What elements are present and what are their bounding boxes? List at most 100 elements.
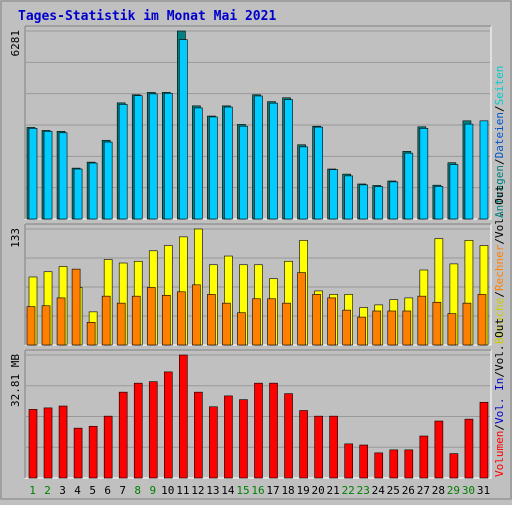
legend-entry: Seiten [493, 66, 506, 106]
bar-volumen-day-15 [239, 400, 247, 478]
x-tick-label-day-14: 14 [221, 484, 235, 497]
bar-volumen-day-27 [420, 436, 428, 478]
bar-dateien-day-27 [420, 128, 428, 219]
bar-dateien-day-20 [315, 127, 323, 219]
bar-volumen-day-8 [134, 383, 142, 478]
bar-dateien-day-1 [29, 128, 37, 219]
bar-rechner-day-14 [222, 303, 230, 345]
bar-volumen-day-28 [435, 421, 443, 478]
x-tick-label-day-27: 27 [417, 484, 430, 497]
x-tick-label-day-6: 6 [104, 484, 111, 497]
bar-dateien-day-22 [345, 176, 353, 219]
bar-volumen-day-18 [285, 394, 293, 478]
x-tick-label-day-8: 8 [134, 484, 141, 497]
bar-rechner-day-25 [388, 311, 396, 345]
bar-volumen-day-3 [59, 406, 67, 478]
bar-volumen-day-24 [375, 453, 383, 478]
bar-dateien-day-25 [390, 182, 398, 219]
bar-volumen-day-2 [44, 408, 52, 478]
legend-entry: / [493, 105, 506, 112]
legend-entry: Vol. Out [493, 318, 506, 371]
legend-entry: / [493, 238, 506, 245]
x-tick-label-day-18: 18 [281, 484, 294, 497]
x-tick-label-day-3: 3 [59, 484, 66, 497]
panel-1-max-label: 6281 [9, 30, 22, 57]
bar-rechner-day-17 [268, 299, 276, 345]
bar-volumen-day-25 [390, 450, 398, 478]
bar-dateien-day-9 [149, 94, 157, 219]
bar-rechner-day-20 [313, 294, 321, 345]
bar-volumen-day-26 [405, 450, 413, 478]
bar-volumen-day-20 [315, 416, 323, 478]
bar-dateien-day-13 [209, 117, 217, 219]
x-tick-label-day-29: 29 [447, 484, 460, 497]
bar-volumen-day-1 [29, 409, 37, 478]
bar-rechner-day-1 [27, 307, 35, 345]
bar-dateien-day-6 [104, 142, 112, 219]
bar-rechner-day-4 [72, 269, 80, 345]
x-tick-label-day-11: 11 [176, 484, 189, 497]
x-tick-label-day-31: 31 [477, 484, 490, 497]
x-tick-label-day-10: 10 [161, 484, 174, 497]
legend-entry: Vol. In [493, 378, 506, 424]
legend-entry: Dateien [493, 112, 506, 158]
legend-entry: / [493, 424, 506, 431]
bar-rechner-day-15 [237, 313, 245, 345]
x-tick-label-day-15: 15 [236, 484, 249, 497]
bar-rechner-day-30 [463, 303, 471, 345]
bar-volumen-day-6 [104, 416, 112, 478]
bar-dateien-day-19 [300, 147, 308, 219]
legend-entry: Volumen [493, 431, 506, 477]
bar-dateien-day-28 [435, 186, 443, 219]
bar-rechner-day-3 [57, 298, 65, 345]
legend-entry: / [493, 371, 506, 378]
bar-dateien-day-30 [465, 124, 473, 219]
x-tick-label-day-13: 13 [206, 484, 219, 497]
bar-rechner-day-6 [102, 296, 110, 345]
bar-volumen-day-7 [119, 392, 127, 478]
x-tick-label-day-26: 26 [402, 484, 415, 497]
bar-volumen-day-19 [300, 411, 308, 478]
x-tick-label-day-22: 22 [342, 484, 355, 497]
legend-entry: / [493, 291, 506, 298]
panel-3-max-label: 32.81 MB [9, 354, 22, 407]
bar-volumen-day-23 [360, 445, 368, 478]
bar-volumen-day-9 [149, 382, 157, 478]
bar-rechner-day-19 [298, 273, 306, 345]
bar-rechner-day-22 [343, 310, 351, 345]
bar-dateien-day-29 [450, 165, 458, 219]
x-tick-label-day-21: 21 [327, 484, 340, 497]
bar-volumen-day-4 [74, 428, 82, 478]
x-tick-label-day-16: 16 [251, 484, 264, 497]
bar-dateien-day-26 [405, 153, 413, 219]
bar-dateien-day-7 [119, 104, 127, 219]
bar-dateien-day-2 [44, 131, 52, 219]
bar-rechner-day-21 [328, 298, 336, 345]
bar-dateien-day-12 [194, 108, 202, 219]
x-tick-label-day-25: 25 [387, 484, 400, 497]
bar-dateien-day-14 [224, 107, 232, 219]
x-tick-label-day-24: 24 [372, 484, 386, 497]
bar-rechner-day-2 [42, 306, 50, 345]
x-tick-label-day-30: 30 [462, 484, 475, 497]
bar-rechner-day-26 [403, 311, 411, 345]
bar-rechner-day-9 [147, 287, 155, 345]
x-tick-label-day-19: 19 [296, 484, 309, 497]
x-tick-label-day-2: 2 [44, 484, 51, 497]
panel-2-max-label: 133 [9, 228, 22, 248]
legend-entry: Vol. Out [493, 185, 506, 238]
bar-dateien-day-10 [164, 93, 172, 219]
x-tick-label-day-9: 9 [149, 484, 156, 497]
bar-dateien-day-23 [360, 185, 368, 219]
bar-dateien-day-4 [74, 169, 82, 219]
bar-rechner-day-8 [132, 296, 140, 345]
bar-volumen-day-14 [224, 396, 232, 478]
legend-entry: Rechner [493, 244, 506, 291]
bar-rechner-day-31 [478, 294, 486, 345]
legend-entry: / [493, 158, 506, 165]
bar-rechner-day-23 [358, 317, 366, 345]
bar-volumen-day-31 [480, 402, 488, 478]
bar-volumen-day-10 [164, 372, 172, 478]
bar-dateien-day-21 [330, 170, 338, 219]
